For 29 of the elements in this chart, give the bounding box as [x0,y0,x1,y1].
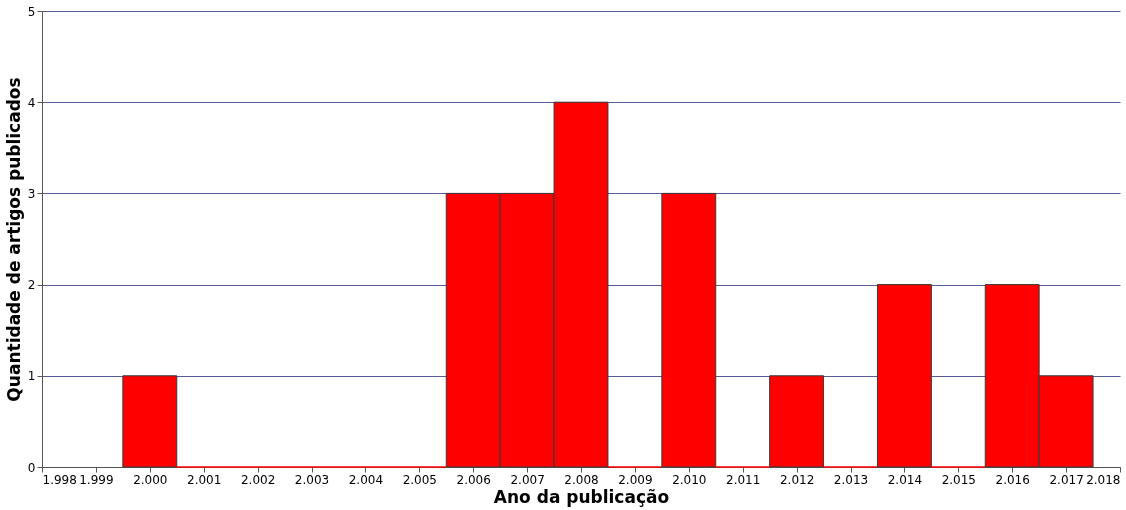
x-tick-label: 2.010 [672,472,707,487]
x-tick-label: 2.011 [726,472,761,487]
x-tick-label: 2.006 [456,472,491,487]
x-tick-label: 2.000 [133,472,168,487]
x-tick-label: 2.008 [564,472,599,487]
x-tick-label: 2.016 [995,472,1030,487]
x-tick-label: 2.001 [187,472,222,487]
x-tick-label: 2.002 [240,472,276,487]
x-axis-title: Ano da publicação [493,486,670,507]
x-tick-label: 2.014 [887,472,923,487]
y-tick-label: 5 [27,4,36,19]
y-axis-title: Quantidade de artigos publicados [3,77,24,402]
x-tick-label: 2.013 [833,472,869,487]
x-tick-label: 2.017 [1049,472,1084,487]
x-tick-label: 2.004 [348,472,384,487]
y-tick-label: 4 [27,95,36,110]
x-tick-label: 2.018 [1086,472,1121,487]
y-tick-label: 2 [27,278,36,293]
x-tick-label: 2.003 [294,472,330,487]
x-tick-label: 2.009 [618,472,653,487]
y-tick-label: 0 [27,460,36,475]
x-tick-label: 2.015 [941,472,976,487]
x-tick-label: 2.012 [779,472,815,487]
y-tick-label: 3 [27,186,36,201]
x-tick-label: 2.007 [510,472,545,487]
y-tick-label: 1 [27,369,36,384]
x-tick-label: 2.005 [402,472,437,487]
x-tick-label: 1.999 [79,472,114,487]
x-tick-label: 1.998 [42,472,77,487]
